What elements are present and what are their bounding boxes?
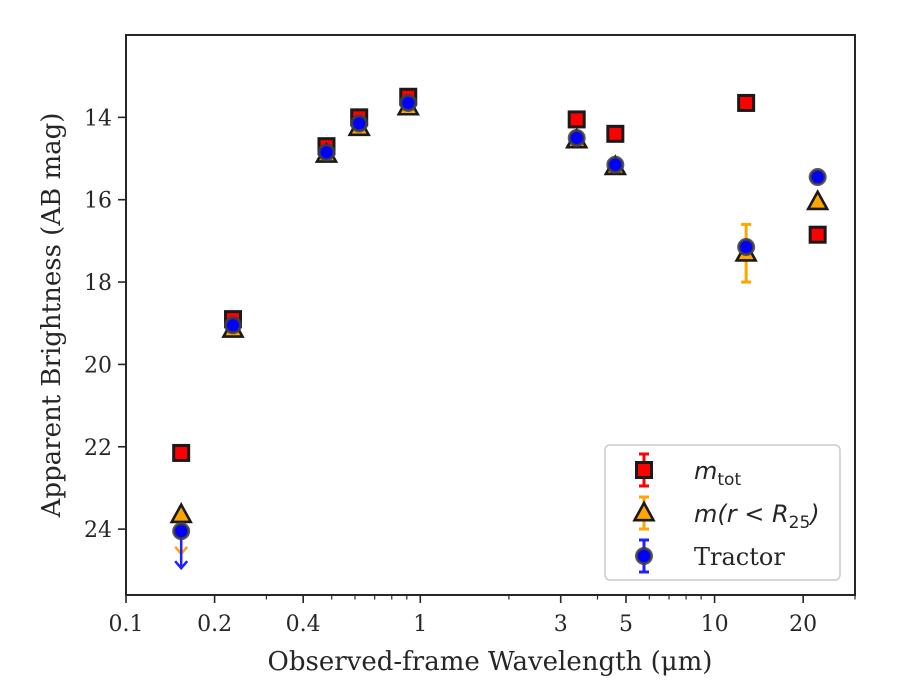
plot-area xyxy=(169,87,830,571)
legend-box xyxy=(604,444,841,581)
legend-label: Tractor xyxy=(694,543,785,571)
legend-label-subscript: 25 xyxy=(789,513,811,533)
y-tick-label: 22 xyxy=(84,436,112,461)
x-tick-label: 5 xyxy=(619,612,633,637)
legend-label-tail: ) xyxy=(808,500,819,528)
legend-marker xyxy=(635,547,653,565)
legend-marker xyxy=(635,461,653,479)
data-point xyxy=(808,225,827,244)
legend-label-main: Tractor xyxy=(694,543,785,571)
y-tick-label: 24 xyxy=(84,518,112,543)
y-tick-label: 18 xyxy=(84,271,112,296)
x-tick-label: 0.2 xyxy=(197,612,232,637)
axis-ticks: 0.1 0.2 0.4 1 3 5 10 20 14 16 18 20 22 24 xyxy=(84,106,856,637)
data-point xyxy=(224,316,243,335)
x-tick-label: 0.1 xyxy=(109,612,144,637)
x-tick-label: 10 xyxy=(701,612,729,637)
legend-label-subscript: tot xyxy=(717,470,741,490)
data-point xyxy=(172,443,191,462)
y-tick-label: 20 xyxy=(84,353,112,378)
x-tick-label: 0.4 xyxy=(286,612,321,637)
data-point xyxy=(606,124,625,143)
y-tick-label: 14 xyxy=(84,106,112,131)
plot-frame xyxy=(125,34,856,596)
upper-limit-arrow xyxy=(174,560,189,571)
series-circle xyxy=(172,93,827,571)
data-point xyxy=(737,238,756,257)
data-point xyxy=(808,168,827,187)
legend-label-main: m(r < R xyxy=(694,500,789,528)
data-point xyxy=(606,155,625,174)
legend-label: mtot xyxy=(694,457,741,490)
data-point xyxy=(399,93,418,112)
data-point xyxy=(567,128,586,147)
legend-label-main: m xyxy=(694,457,717,485)
legend-items: mtot m(r < R25) Tractor xyxy=(632,452,820,574)
legend: mtot m(r < R25) Tractor xyxy=(604,444,841,581)
data-point xyxy=(317,143,336,162)
data-point xyxy=(567,110,586,129)
data-point xyxy=(350,114,369,133)
y-axis-label: Apparent Brightness (AB mag) xyxy=(37,113,67,519)
data-point xyxy=(737,93,756,112)
data-point xyxy=(805,189,830,211)
x-tick-label: 3 xyxy=(554,612,568,637)
x-tick-label: 20 xyxy=(789,612,817,637)
legend-label: m(r < R25) xyxy=(694,500,820,533)
legend-marker xyxy=(632,500,656,522)
data-point xyxy=(172,522,191,541)
data-point xyxy=(169,502,193,524)
y-tick-label: 16 xyxy=(84,189,112,214)
x-axis-label: Observed-frame Wavelength (μm) xyxy=(268,647,713,677)
x-tick-label: 1 xyxy=(413,612,427,637)
